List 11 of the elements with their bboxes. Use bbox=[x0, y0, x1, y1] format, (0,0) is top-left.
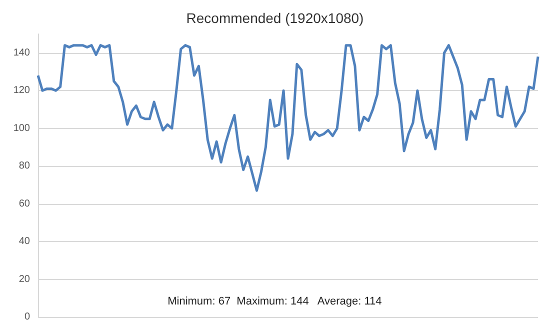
y-tick-label: 60 bbox=[18, 198, 30, 210]
y-tick-label: 140 bbox=[13, 47, 30, 58]
line-series bbox=[36, 44, 540, 192]
y-tick-label: 40 bbox=[18, 236, 30, 248]
chart-title: Recommended (1920x1080) bbox=[186, 10, 364, 26]
y-tick-label: 80 bbox=[18, 160, 30, 172]
annotation: Minimum: 67 Maximum: 144 Average: 114 bbox=[168, 296, 382, 308]
y-tick-label: 100 bbox=[13, 122, 30, 134]
y-tick-label: 120 bbox=[13, 85, 30, 96]
y-tick-label: 20 bbox=[18, 274, 30, 285]
y-tick-label: 0 bbox=[24, 312, 30, 322]
